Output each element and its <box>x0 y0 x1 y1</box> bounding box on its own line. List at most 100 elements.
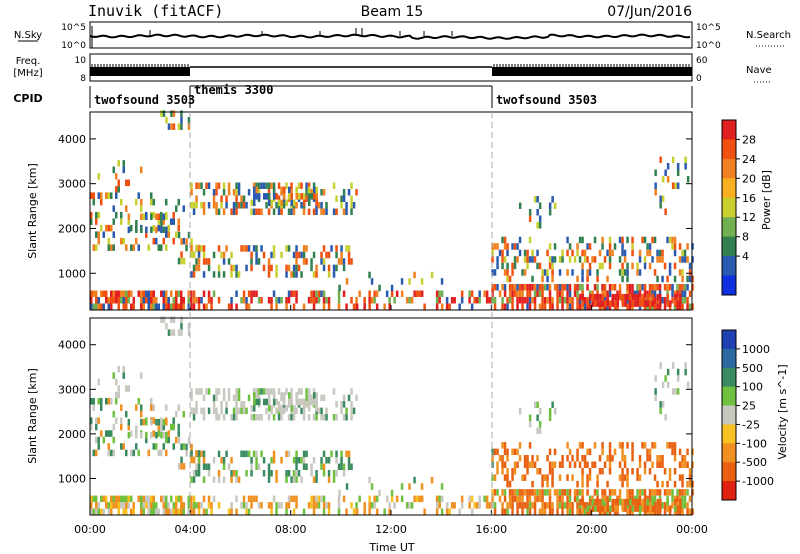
power-cell-354 <box>603 284 607 291</box>
velocity-cell-222 <box>485 502 489 509</box>
power-cell-304 <box>558 290 562 297</box>
power-cell-164 <box>342 290 346 297</box>
velocity-cell-328 <box>578 508 582 515</box>
velocity-cell-57 <box>152 508 155 515</box>
power-cell-1056 <box>583 249 587 257</box>
velocity-cell-1115 <box>648 468 652 475</box>
velocity-cell-308 <box>561 495 564 503</box>
power-cell-921 <box>345 245 348 252</box>
velocity-cell-45 <box>140 495 143 503</box>
velocity-ylabel: Slant Range [km] <box>26 368 39 464</box>
power-cell-142 <box>295 290 298 297</box>
velocity-cell-583 <box>165 449 168 457</box>
velocity-cell-275 <box>533 502 537 509</box>
power-cell-819 <box>200 245 203 252</box>
power-cell-990 <box>506 243 509 250</box>
power-cell-746 <box>325 208 328 215</box>
velocity-cell-578 <box>157 423 160 431</box>
power-cell-239 <box>503 284 507 291</box>
power-cell-429 <box>671 284 674 291</box>
power-cell-565 <box>145 231 148 238</box>
velocity-cell-234 <box>501 508 504 515</box>
velocity-cell-867 <box>272 450 276 458</box>
power-cell-743 <box>320 189 323 196</box>
velocity-cell-108 <box>227 508 231 515</box>
power-cell-364 <box>613 284 617 291</box>
velocity-cell-1066 <box>593 442 597 449</box>
velocity-cell-965 <box>180 316 183 323</box>
power-cell-125 <box>260 297 263 304</box>
power-cell-61 <box>155 297 158 304</box>
power-cell-1041 <box>568 243 572 250</box>
power-cell-209 <box>453 297 456 304</box>
power-cell-844 <box>237 271 241 278</box>
velocity-cell-744 <box>322 414 326 421</box>
velocity-cell-899 <box>315 470 318 477</box>
velocity-cell-1147 <box>681 474 684 481</box>
power-cell-816 <box>197 258 201 265</box>
power-cell-1093 <box>623 269 627 276</box>
velocity-cell-65 <box>162 502 165 509</box>
velocity-cell-584 <box>165 436 168 444</box>
velocity-cell-129 <box>272 495 276 503</box>
velocity-cell-354 <box>603 489 607 496</box>
velocity-colorbar-frame <box>721 329 737 501</box>
power-cell-524 <box>97 231 100 238</box>
x-axis-label: Time UT <box>368 541 414 554</box>
velocity-cell-187 <box>393 502 396 509</box>
power-cell-983 <box>503 256 507 263</box>
velocity-cell-1023 <box>546 455 549 462</box>
power-cell-275 <box>533 297 537 304</box>
power-cell-852 <box>250 251 253 259</box>
velocity-cell-957 <box>167 329 171 336</box>
power-cell-637 <box>207 182 211 189</box>
velocity-cell-773 <box>263 398 266 406</box>
velocity-cell-993 <box>511 468 514 475</box>
power-cell-278 <box>536 290 539 297</box>
velocity-cell-660 <box>235 414 238 421</box>
velocity-cell-686 <box>265 407 268 415</box>
velocity-cell-806 <box>315 392 318 399</box>
velocity-cell-525 <box>97 417 100 424</box>
power-cell-667 <box>237 182 241 189</box>
power-cell-183 <box>385 290 389 297</box>
velocity-cell-1139 <box>673 468 677 475</box>
velocity-cell-949 <box>122 372 125 379</box>
velocity-cell-449 <box>686 489 689 496</box>
velocity-cell-710 <box>287 414 291 421</box>
velocity-cell-117 <box>245 502 248 509</box>
power-cell-452 <box>691 303 694 310</box>
velocity-cell-956 <box>165 322 168 330</box>
power-cell-595 <box>177 224 180 232</box>
power-cell-360 <box>608 284 612 291</box>
power-cell-754 <box>342 208 346 215</box>
power-colorbar-swatch-1 <box>722 139 736 160</box>
power-cell-63 <box>160 290 163 297</box>
velocity-cell-902 <box>322 470 326 477</box>
velocity-cell-639 <box>212 401 216 408</box>
power-cell-1064 <box>591 256 594 263</box>
velocity-cell-198 <box>435 508 439 515</box>
power-cell-49 <box>145 297 148 304</box>
velocity-cell-438 <box>678 495 682 503</box>
power-cell-223 <box>485 290 489 297</box>
velocity-cell-688 <box>267 414 271 421</box>
power-cell-59 <box>152 290 155 297</box>
velocity-cell-325 <box>576 502 579 509</box>
power-cell-153 <box>317 290 321 297</box>
power-cell-292 <box>548 303 552 310</box>
power-cell-546 <box>120 237 123 245</box>
power-cell-145 <box>310 297 313 304</box>
velocity-cell-959 <box>170 316 173 323</box>
velocity-cell-641 <box>215 414 218 421</box>
velocity-cell-1153 <box>686 461 689 468</box>
power-cell-74 <box>172 303 175 310</box>
velocity-cell-676 <box>252 388 256 395</box>
velocity-cell-988 <box>506 468 509 475</box>
power-cell-213 <box>468 297 471 304</box>
velocity-cell-453 <box>691 489 694 496</box>
velocity-cell-615 <box>160 425 163 432</box>
velocity-cell-53 <box>147 495 150 503</box>
power-cell-623 <box>190 182 193 189</box>
power-cell-263 <box>523 284 527 291</box>
